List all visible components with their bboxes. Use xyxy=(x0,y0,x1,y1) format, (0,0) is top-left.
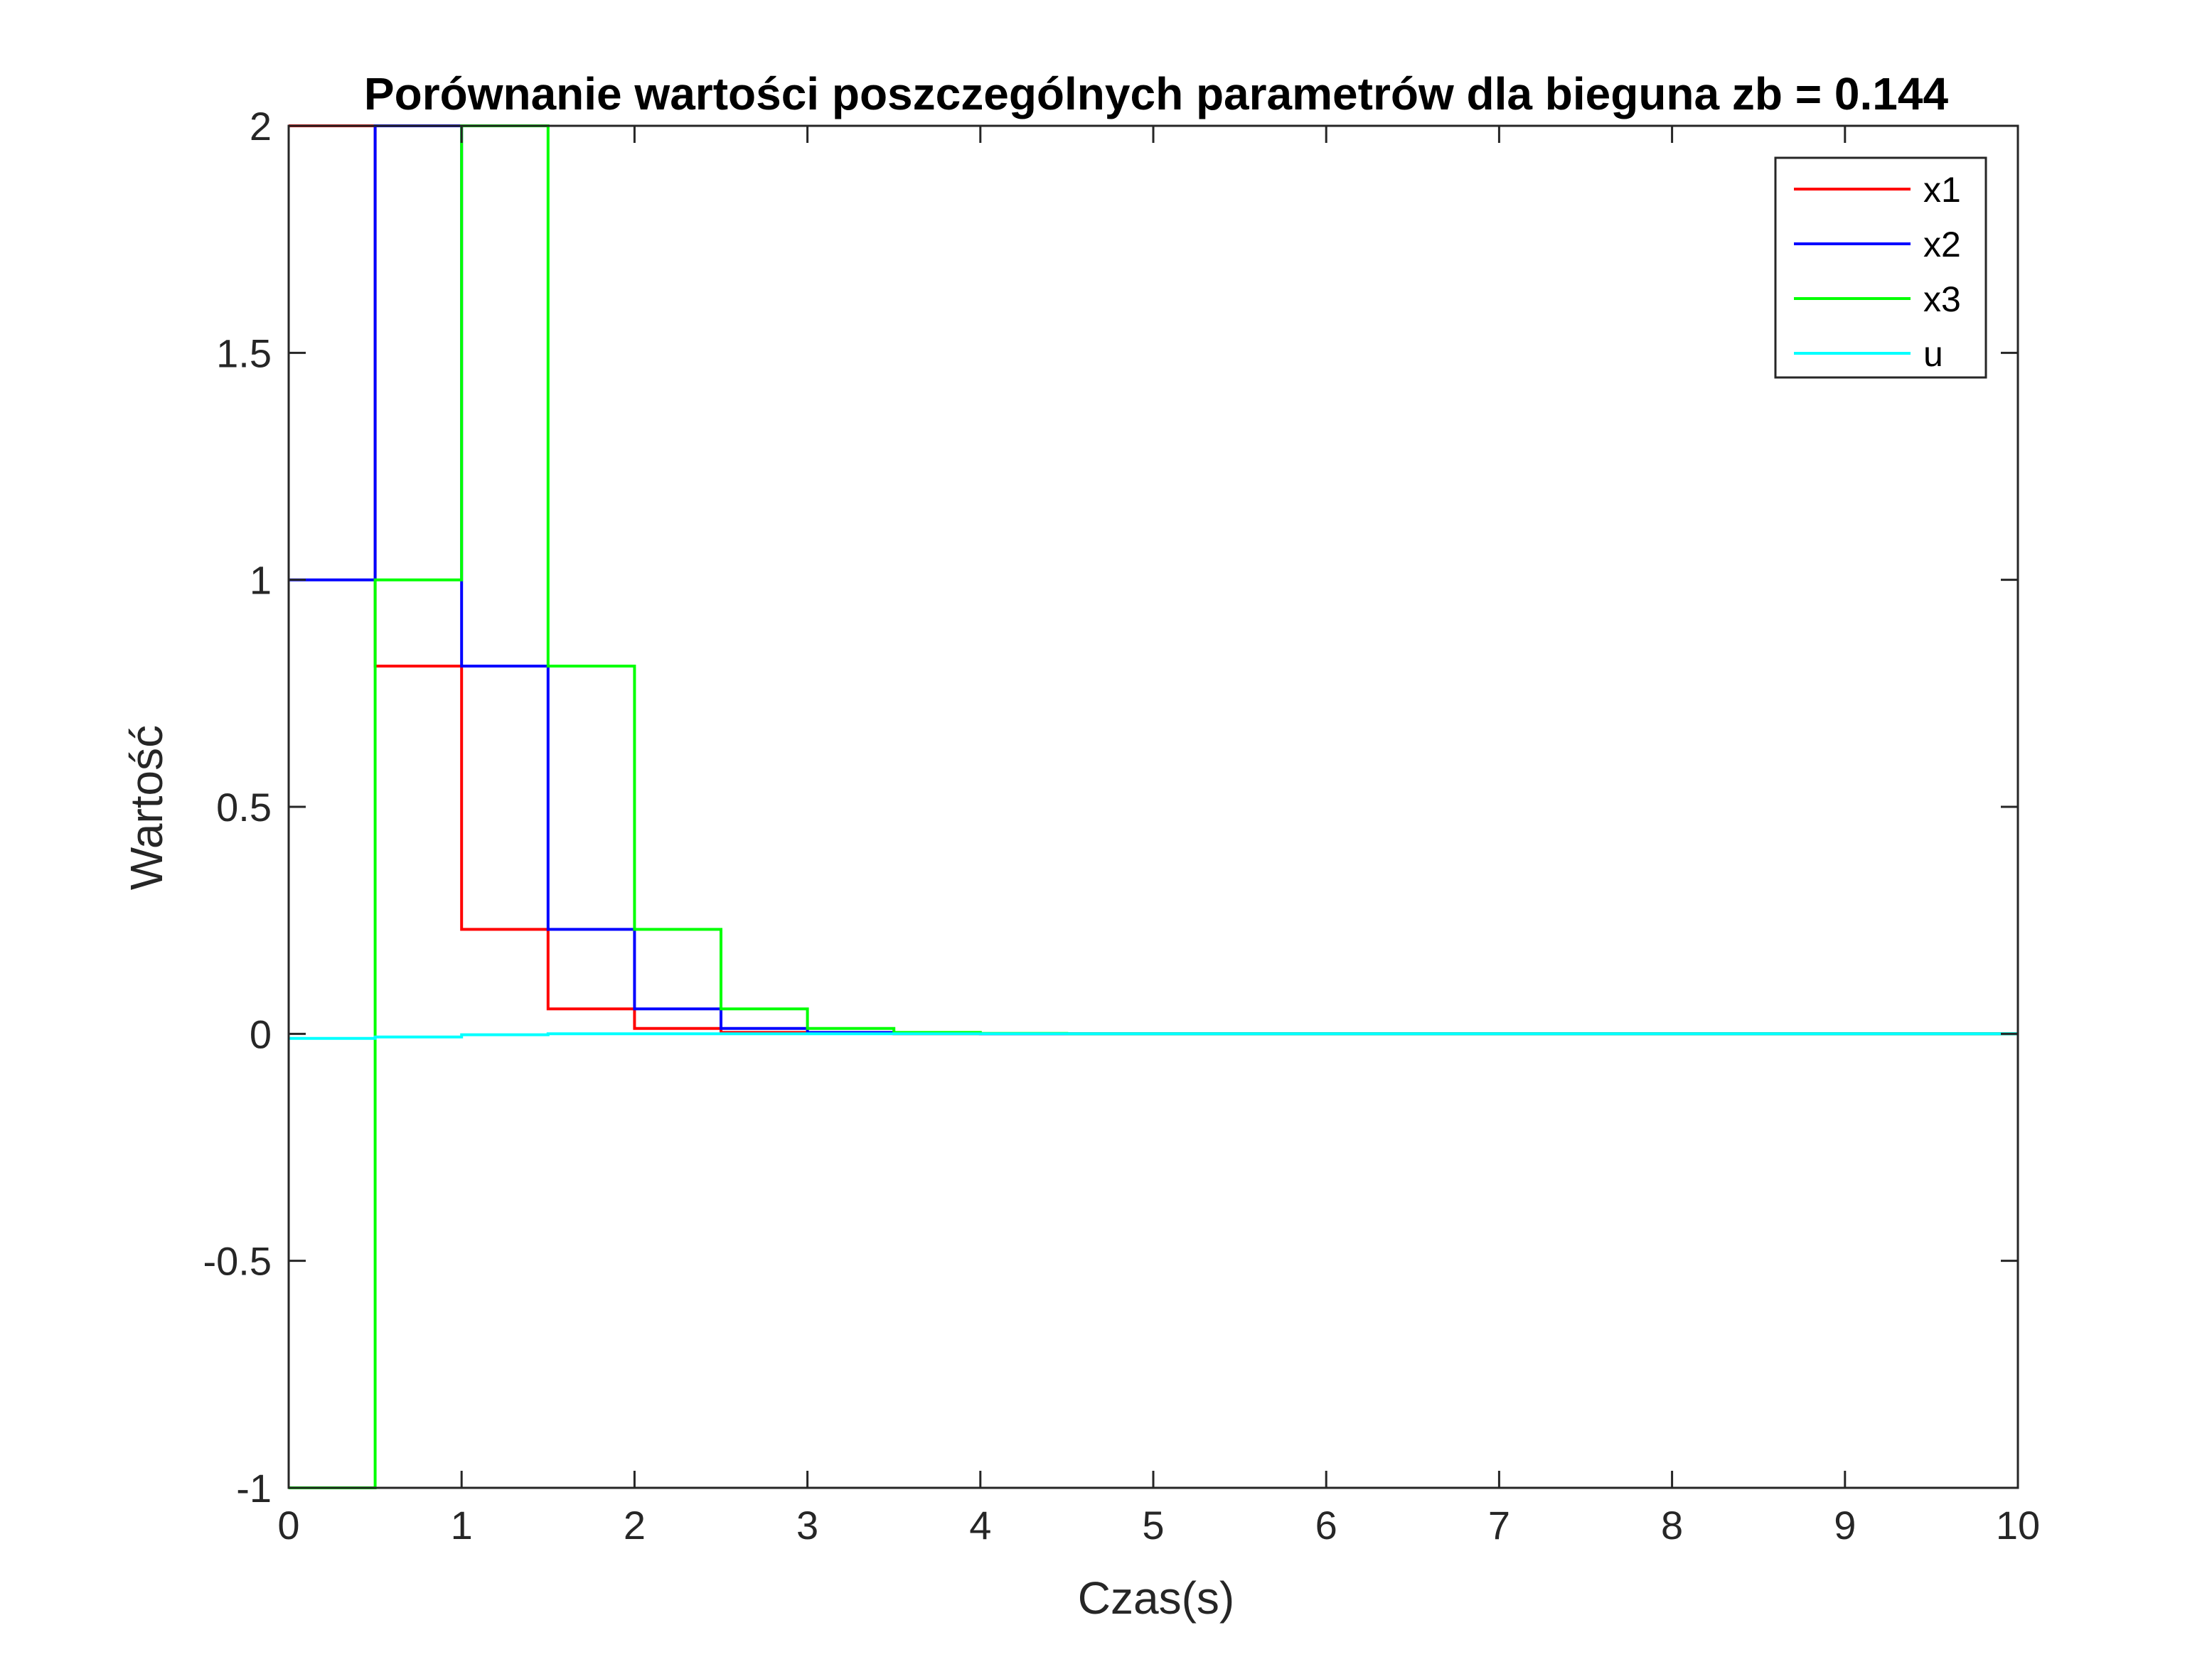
series-layer xyxy=(289,124,2018,1489)
legend: x1 x2 x3 u xyxy=(1774,156,1987,379)
x-tick-label: 4 xyxy=(969,1503,991,1548)
x-tick-label: 8 xyxy=(1661,1503,1683,1548)
ticks-layer: 0 1 2 3 4 5 6 7 8 9 10 -1 -0.5 0 0.5 1 1.5 2 xyxy=(203,104,2041,1548)
y-tick-label: 0 xyxy=(250,1012,272,1056)
y-tick-label: 1 xyxy=(250,558,272,603)
x-tick-label: 2 xyxy=(624,1503,646,1548)
x-tick-label: 7 xyxy=(1488,1503,1510,1548)
x-tick-label: 0 xyxy=(277,1503,299,1548)
x-tick-label: 5 xyxy=(1142,1503,1164,1548)
x-tick-label: 1 xyxy=(451,1503,473,1548)
legend-label-x3: x3 xyxy=(1923,279,1961,319)
y-axis-label: Wartość xyxy=(121,725,172,890)
x-tick-label: 6 xyxy=(1315,1503,1337,1548)
y-tick-label: 1.5 xyxy=(216,331,272,375)
chart-title: Porównanie wartości poszczególnych param… xyxy=(364,68,1949,119)
legend-label-x2: x2 xyxy=(1923,225,1961,264)
y-tick-label: 0.5 xyxy=(216,785,272,830)
legend-label-u: u xyxy=(1923,334,1943,374)
series-u-line xyxy=(289,1032,2018,1040)
x-tick-label: 3 xyxy=(796,1503,818,1548)
x-tick-label: 10 xyxy=(1996,1503,2040,1548)
x-tick-label: 9 xyxy=(1834,1503,1856,1548)
y-tick-label: 2 xyxy=(250,104,272,149)
x-axis-label: Czas(s) xyxy=(1078,1572,1234,1624)
y-tick-label: -1 xyxy=(236,1466,272,1511)
legend-label-x1: x1 xyxy=(1923,170,1961,210)
y-tick-label: -0.5 xyxy=(203,1239,272,1284)
legend-box xyxy=(1774,156,1987,379)
